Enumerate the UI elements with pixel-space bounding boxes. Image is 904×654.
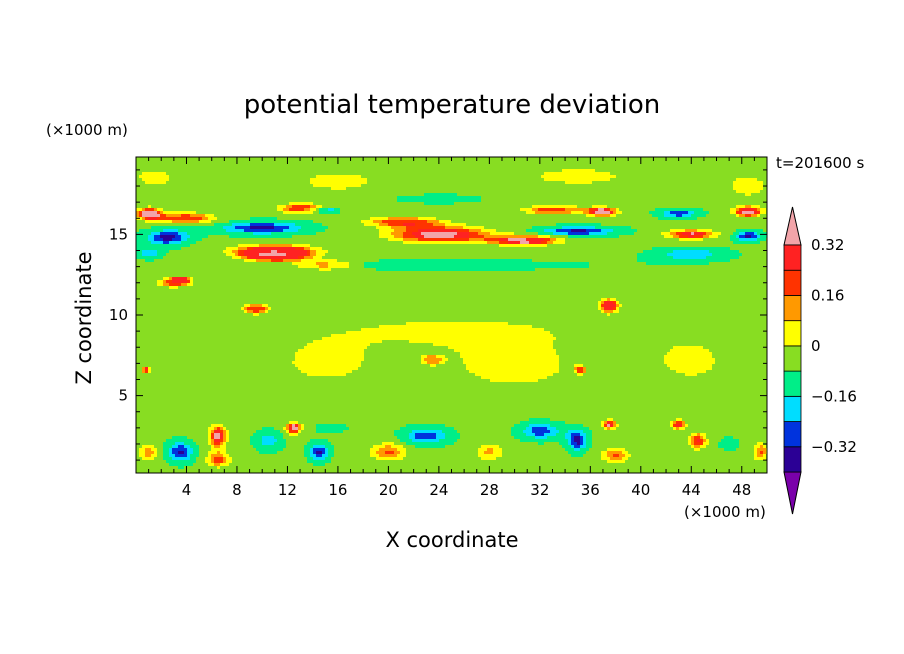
y-axis-label: Z coordinate [72, 251, 96, 384]
x-tick-label: 16 [328, 481, 347, 499]
colorbar-label: 0 [811, 337, 821, 355]
colorbar-label: −0.32 [811, 438, 857, 456]
x-tick-label: 4 [182, 481, 192, 499]
y-tick-label: 15 [109, 225, 128, 243]
x-tick-label: 32 [530, 481, 549, 499]
colorbar-bin [784, 371, 801, 396]
x-tick-label: 48 [732, 481, 751, 499]
colorbar-label: 0.16 [811, 286, 844, 304]
colorbar: 0.32 0.16 0 −0.16 −0.32 [784, 207, 857, 514]
contour-field [136, 157, 769, 475]
x-tick-label: 28 [480, 481, 499, 499]
x-tick-label: 12 [278, 481, 297, 499]
colorbar-bin [784, 295, 801, 320]
colorbar-max-arrow [784, 207, 801, 245]
colorbar-bin [784, 245, 801, 270]
colorbar-bin [784, 346, 801, 371]
x-tick-label: 24 [429, 481, 448, 499]
x-tick-label: 36 [581, 481, 600, 499]
y-tick-label: 5 [118, 387, 128, 405]
x-axis-label: X coordinate [385, 528, 518, 552]
y-unit-label: (×1000 m) [46, 121, 128, 139]
x-tick-label: 44 [682, 481, 701, 499]
colorbar-bin [784, 396, 801, 421]
colorbar-label: 0.32 [811, 236, 844, 254]
colorbar-bin [784, 422, 801, 447]
colorbar-bin [784, 447, 801, 472]
x-tick-label: 20 [379, 481, 398, 499]
colorbar-bin [784, 270, 801, 295]
y-tick-label: 10 [109, 306, 128, 324]
x-tick-label: 8 [232, 481, 242, 499]
chart-title: potential temperature deviation [244, 90, 660, 120]
colorbar-bin [784, 321, 801, 346]
colorbar-label: −0.16 [811, 387, 857, 405]
time-label: t=201600 s [776, 154, 864, 172]
x-tick-label: 40 [631, 481, 650, 499]
x-unit-label: (×1000 m) [684, 503, 766, 521]
colorbar-min-arrow [784, 472, 801, 514]
